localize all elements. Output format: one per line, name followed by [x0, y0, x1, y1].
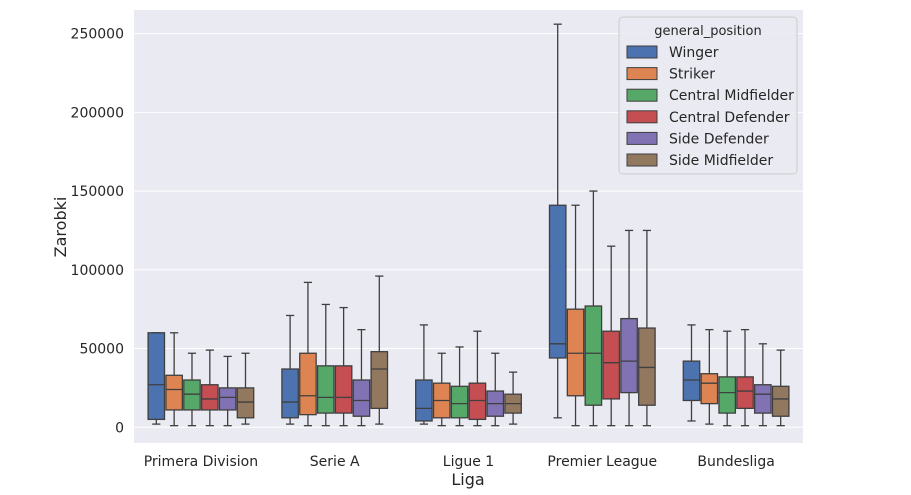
box-striker [432, 352, 451, 427]
y-tick-label: 50000 [79, 342, 124, 358]
box-winger [548, 23, 567, 419]
box-groups [147, 23, 790, 427]
x-tick-label: Primera Division [144, 454, 258, 470]
box-iqr [584, 305, 603, 406]
box-central-defender [334, 306, 353, 427]
box-iqr [754, 384, 772, 414]
box-side-midfielder [370, 275, 389, 425]
box-side-defender [352, 328, 371, 427]
box-iqr [200, 384, 219, 411]
x-tick-labels: Primera Division Serie A Ligue 1 Premier Le… [144, 454, 775, 470]
box-iqr [548, 204, 567, 359]
box-winger [415, 324, 433, 425]
y-tick-labels: 0 50000 100000 150000 200000 250000 [71, 27, 124, 437]
box-iqr [771, 385, 790, 417]
legend-label: Central Midfielder [669, 88, 794, 104]
box-iqr [334, 365, 353, 414]
box-iqr [165, 374, 183, 411]
box-winger [147, 332, 166, 425]
x-tick-label: Bundesliga [697, 454, 774, 470]
legend-item-central-midfielder: Central Midfielder [626, 88, 794, 104]
box-central-defender [468, 330, 487, 427]
box-winger [281, 314, 299, 425]
box-iqr [468, 382, 487, 421]
box-iqr [700, 373, 719, 405]
legend-item-striker: Striker [626, 67, 715, 83]
box-side-midfielder [638, 229, 656, 427]
box-side-midfielder [771, 349, 790, 427]
x-tick-label: Premier League [547, 454, 657, 470]
box-central-midfielder [450, 346, 469, 427]
box-side-defender [486, 352, 505, 427]
x-tick-label: Ligue 1 [443, 454, 494, 470]
legend-label: Side Defender [669, 131, 769, 147]
y-tick-label: 150000 [71, 184, 124, 200]
box-iqr [415, 379, 433, 422]
box-central-defender [602, 245, 621, 427]
box-striker [700, 328, 719, 425]
box-iqr [218, 387, 237, 411]
box-iqr [602, 330, 621, 400]
box-iqr [183, 379, 201, 411]
legend-swatch [626, 131, 658, 145]
box-striker [299, 281, 317, 427]
legend-label: Central Defender [669, 110, 790, 126]
box-iqr [682, 360, 701, 402]
box-central-midfielder [718, 330, 737, 427]
legend-title: general_position [654, 24, 761, 39]
legend-item-side-defender: Side Defender [626, 131, 769, 147]
x-axis-label: Liga [451, 470, 484, 489]
legend-swatch [626, 153, 658, 167]
legend-items: Winger Striker Central Midfielder Central D… [626, 45, 794, 169]
box-side-defender [754, 343, 772, 427]
box-striker [566, 204, 585, 427]
legend-swatch [626, 45, 658, 59]
box-iqr [352, 379, 371, 417]
box-iqr [370, 351, 389, 410]
box-central-midfielder [584, 190, 603, 427]
legend-item-side-midfielder: Side Midfielder [626, 153, 773, 169]
legend-label: Striker [669, 67, 715, 83]
legend-swatch [626, 110, 658, 124]
x-tick-label: Serie A [310, 454, 360, 470]
box-side-defender [218, 355, 237, 427]
box-iqr [147, 332, 166, 421]
box-side-midfielder [236, 352, 255, 425]
box-central-defender [736, 328, 754, 427]
box-iqr [316, 365, 335, 414]
box-striker [165, 332, 183, 427]
y-tick-label: 200000 [71, 105, 124, 121]
box-iqr [281, 368, 299, 419]
legend-swatch [626, 88, 658, 102]
y-tick-label: 0 [115, 420, 124, 436]
legend-swatch [626, 67, 658, 81]
box-iqr [236, 387, 255, 419]
box-iqr [450, 385, 469, 419]
box-iqr [566, 308, 585, 397]
y-tick-label: 250000 [71, 27, 124, 43]
legend-label: Side Midfielder [669, 153, 773, 169]
box-iqr [736, 376, 754, 410]
legend: general_position Winger Striker Central Mi… [618, 16, 798, 175]
box-iqr [638, 327, 656, 406]
box-iqr [299, 352, 317, 416]
legend-item-central-defender: Central Defender [626, 110, 790, 126]
box-central-midfielder [316, 303, 335, 427]
y-axis-label: Zarobki [51, 197, 70, 258]
box-central-defender [200, 349, 219, 427]
legend-label: Winger [669, 45, 719, 61]
box-central-midfielder [183, 352, 201, 427]
box-iqr [718, 376, 737, 414]
box-side-defender [620, 229, 638, 427]
legend-frame [618, 16, 798, 175]
box-side-midfielder [504, 371, 522, 425]
y-tick-label: 100000 [71, 263, 124, 279]
box-iqr [620, 317, 638, 394]
legend-item-winger: Winger [626, 45, 719, 61]
box-winger [682, 324, 701, 422]
